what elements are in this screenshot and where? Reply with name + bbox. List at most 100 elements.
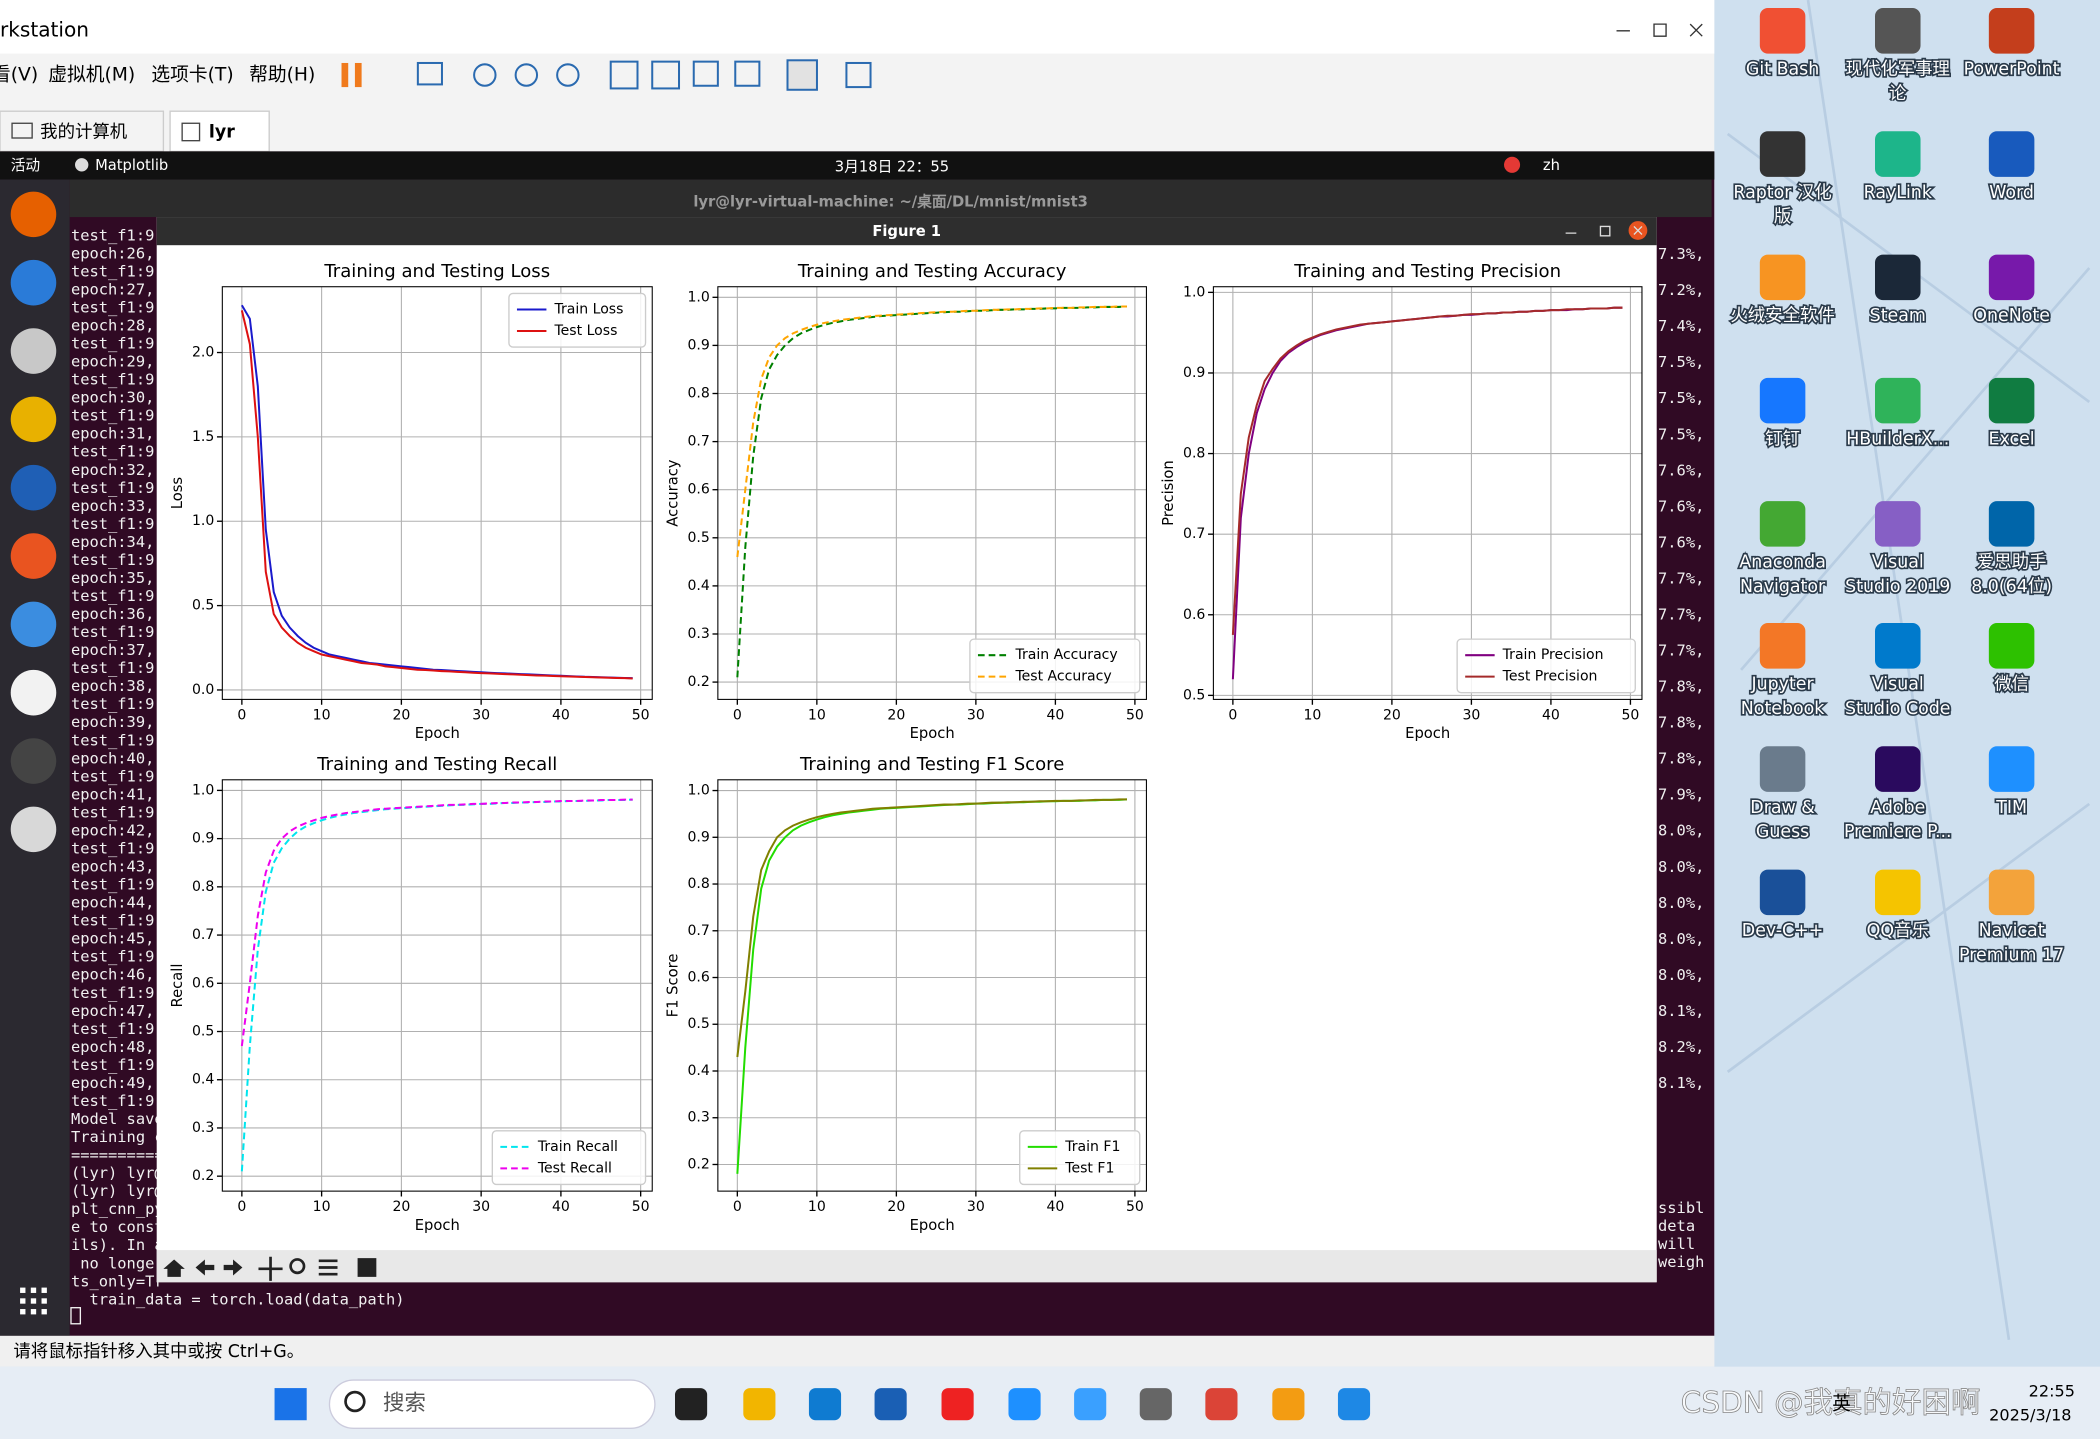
desktop-icon[interactable] — [1875, 131, 1921, 177]
desktop-icon-label[interactable]: Navigator — [1738, 575, 1827, 598]
desktop-icon-label[interactable]: 8.0(64位) — [1970, 575, 2054, 598]
desktop-icon[interactable] — [1875, 377, 1921, 424]
input-indicator[interactable]: 英 — [1832, 1393, 1851, 1415]
desktop-icon[interactable] — [1988, 869, 2035, 916]
desktop-icon[interactable] — [1759, 377, 1806, 424]
tab[interactable] — [169, 110, 270, 153]
desktop-icon-label[interactable]: Jupyter — [1749, 673, 1816, 696]
desktop-icon-label[interactable]: RayLink — [1862, 181, 1935, 204]
desktop-icon-label[interactable]: Draw & — [1749, 796, 1817, 819]
figure-controls[interactable] — [1565, 225, 1643, 237]
desktop-icon-label[interactable]: Premium 17 — [1957, 944, 2065, 967]
window-controls[interactable] — [1616, 23, 1703, 37]
desktop-icon-label[interactable]: Anaconda — [1738, 551, 1828, 574]
clock-date[interactable]: 2025/3/18 — [1989, 1406, 2071, 1425]
start-button[interactable] — [274, 1388, 307, 1421]
desktop-icon-label[interactable]: Premiere P... — [1842, 820, 1953, 843]
pause-icon[interactable] — [354, 62, 362, 88]
desktop-icon-label[interactable]: Excel — [1987, 428, 2036, 451]
taskbar-app[interactable] — [1139, 1388, 1172, 1421]
taskbar-app[interactable] — [743, 1388, 776, 1421]
menu-item[interactable]: 帮助(H) — [249, 64, 315, 86]
dock-icon[interactable] — [10, 738, 57, 784]
desktop-icon-label[interactable]: HBuilderX... — [1845, 428, 1951, 451]
desktop-icon[interactable] — [1759, 623, 1806, 669]
desktop-icon[interactable] — [1875, 869, 1921, 916]
apps-grid[interactable] — [20, 1287, 26, 1293]
apps-grid[interactable] — [41, 1298, 47, 1304]
apps-grid[interactable] — [30, 1298, 37, 1304]
taskbar-app[interactable] — [874, 1388, 907, 1421]
apps-grid[interactable] — [41, 1287, 47, 1293]
desktop-icon[interactable] — [1875, 8, 1921, 54]
desktop-icon-label[interactable]: Navicat — [1977, 920, 2046, 943]
desktop-icon-label[interactable]: Guess — [1754, 820, 1811, 843]
dock-icon[interactable] — [10, 806, 57, 853]
desktop-icon-label[interactable]: Raptor 汉化 — [1732, 181, 1834, 204]
dock-icon[interactable] — [10, 396, 57, 443]
clock-time[interactable]: 22:55 — [2029, 1382, 2075, 1401]
desktop-icon-label[interactable]: Word — [1988, 181, 2036, 204]
desktop-icon-label[interactable]: Studio Code — [1843, 697, 1952, 720]
desktop-icon-label[interactable]: 火绒安全软件 — [1729, 305, 1837, 328]
taskbar-app[interactable] — [1205, 1388, 1238, 1421]
desktop-icon[interactable] — [1875, 746, 1921, 792]
menu-item[interactable]: 查看(V) — [0, 64, 38, 86]
taskbar-app[interactable] — [1272, 1388, 1305, 1421]
desktop-icon-label[interactable]: 版 — [1772, 205, 1793, 228]
desktop-icon-label[interactable]: 论 — [1887, 82, 1908, 105]
pause-icon[interactable] — [341, 62, 349, 88]
clock[interactable]: 3月18日 22：55 — [835, 158, 949, 175]
desktop-icon-label[interactable]: 微信 — [1993, 673, 2031, 696]
taskbar-app[interactable] — [808, 1388, 842, 1421]
dock-icon[interactable] — [10, 328, 57, 374]
apps-grid[interactable] — [20, 1309, 26, 1315]
desktop-icon[interactable] — [1875, 501, 1921, 547]
dock-icon[interactable] — [10, 259, 57, 306]
apps-grid[interactable] — [30, 1287, 37, 1293]
input-method[interactable]: zh — [1543, 157, 1560, 174]
taskbar-app[interactable] — [1008, 1388, 1041, 1421]
app-menu[interactable]: Matplotlib — [95, 157, 168, 174]
desktop-icon-label[interactable]: Notebook — [1739, 697, 1827, 720]
desktop-icon-label[interactable]: Steam — [1868, 305, 1928, 328]
desktop-icon-label[interactable]: PowerPoint — [1962, 58, 2061, 81]
apps-grid[interactable] — [30, 1309, 37, 1315]
dock-icon[interactable] — [10, 533, 57, 579]
desktop-icon-label[interactable]: TIM — [1994, 796, 2029, 819]
taskbar-app[interactable] — [941, 1388, 974, 1421]
desktop-icon-label[interactable]: Studio 2019 — [1843, 575, 1952, 598]
desktop-icon[interactable] — [1988, 8, 2035, 54]
desktop-icon[interactable] — [1875, 623, 1921, 669]
search-placeholder[interactable]: 搜索 — [383, 1391, 426, 1416]
taskbar-app[interactable] — [1337, 1388, 1371, 1421]
taskbar-app[interactable] — [675, 1388, 708, 1421]
apps-grid[interactable] — [41, 1309, 47, 1315]
desktop-icon[interactable] — [1988, 501, 2035, 547]
desktop-icon[interactable] — [1875, 254, 1921, 301]
desktop-icon[interactable] — [1988, 623, 2035, 669]
menu-item[interactable]: 选项卡(T) — [151, 64, 233, 86]
apps-grid[interactable] — [20, 1298, 26, 1304]
desktop-icon[interactable] — [1759, 869, 1806, 916]
search-box[interactable] — [328, 1379, 656, 1429]
desktop-icon-label[interactable]: Adobe — [1869, 796, 1927, 819]
desktop-icon-label[interactable]: OneNote — [1972, 305, 2052, 328]
desktop-icon[interactable] — [1988, 254, 2035, 301]
desktop-icon[interactable] — [1988, 377, 2035, 424]
desktop-icon-label[interactable]: 钉钉 — [1764, 428, 1802, 451]
activities[interactable]: 活动 — [11, 157, 40, 174]
desktop-icon[interactable] — [1759, 501, 1806, 547]
desktop-icon-label[interactable]: Git Bash — [1744, 58, 1821, 81]
menu-item[interactable]: 虚拟机(M) — [48, 64, 135, 86]
desktop-icon-label[interactable]: 爱思助手 — [1975, 551, 2048, 574]
desktop-icon[interactable] — [1988, 746, 2035, 792]
desktop-icon[interactable] — [1759, 8, 1806, 54]
toolbar-icons[interactable] — [416, 59, 872, 91]
desktop-icon[interactable] — [1988, 131, 2035, 177]
desktop-icon[interactable] — [1759, 131, 1806, 177]
taskbar-app[interactable] — [1074, 1388, 1107, 1421]
dock-icon[interactable] — [10, 464, 57, 511]
desktop-icon[interactable] — [1759, 746, 1806, 792]
desktop-icon-label[interactable]: Visual — [1870, 551, 1925, 574]
